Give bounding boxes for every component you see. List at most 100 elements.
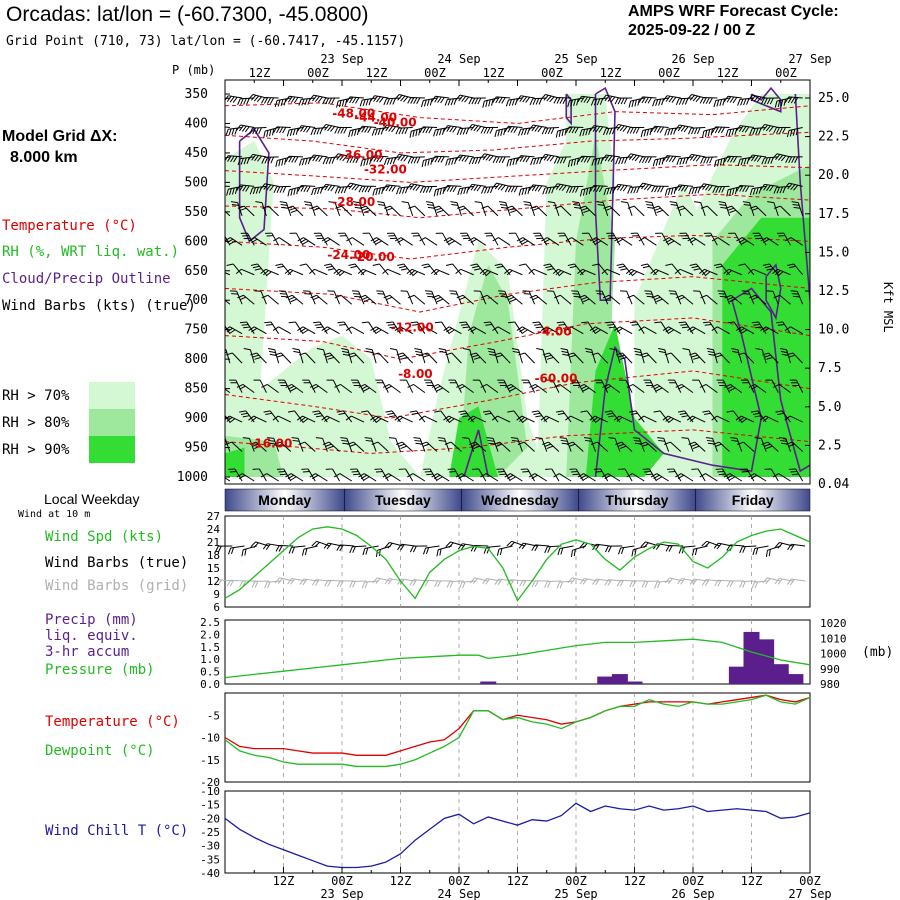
barb-flag [760,415,766,421]
barb-flag [497,379,504,381]
barb-flag [444,441,452,445]
barb-staff [558,268,572,276]
wind-barb [652,205,669,217]
barb-flag [333,268,340,275]
barb-staff [398,126,413,129]
wind-barb [748,154,767,163]
barb-flag [345,182,351,189]
wind-barb [321,183,340,192]
barb-flag [764,265,772,269]
barb-staff [559,383,572,394]
barb-flag [291,156,296,163]
barb-flag [619,125,625,132]
barb-flag [598,185,604,193]
barb-flag [261,383,268,388]
barb-flag [705,235,713,237]
barb-flag [677,125,683,132]
barb-flag [567,160,571,168]
barb-flag [680,323,688,326]
barb-flag [290,188,293,196]
barb-flag [431,96,436,103]
wind-barb [668,290,682,305]
barb-flag [640,130,644,138]
wind-barb [285,473,304,482]
barb-staff [523,441,535,452]
barb-staff [459,126,474,130]
wind-barb [583,437,596,452]
wind-barb [540,153,560,162]
barb-flag [653,385,660,390]
barb-flag [251,94,257,101]
barb-flag [397,263,404,266]
barb-staff [230,237,243,246]
barb-flag [241,125,247,132]
barb-flag [731,128,735,136]
barb-staff [398,153,413,158]
barb-flag [772,153,778,160]
barb-flag [646,203,654,206]
wind-barb [784,237,803,246]
barb-flag [612,187,616,194]
barb-flag [718,473,726,476]
wind-barb [248,237,267,246]
wind-barb [523,201,536,217]
barb-staff [468,438,475,452]
barb-flag [349,354,357,358]
barb-staff [273,438,280,452]
barb-flag [559,97,564,104]
barb-staff [386,124,401,128]
barb-flag [310,128,314,136]
barb-staff [713,349,718,364]
barb-staff [606,94,620,99]
barb-flag [436,188,440,196]
wind-barb [516,237,535,246]
wind-barb [248,326,267,335]
wind-barb [589,326,608,335]
wind-barb [602,473,621,482]
panel-tick-label: 1020 [820,617,847,630]
barb-flag [522,155,528,163]
barb-flag [581,232,589,234]
barb-flag [482,270,489,276]
barb-flag [668,96,674,103]
temperature-contour [225,429,810,454]
barb-flag [715,265,723,269]
barb-staff [252,153,267,158]
wind-barb [400,290,414,305]
panel-tick-label: -10 [200,732,220,745]
barb-staff [782,321,791,334]
wind-barb [675,294,694,305]
barb-flag [385,125,391,132]
barb-flag [582,129,586,136]
barb-flag [341,99,345,107]
barb-flag [762,352,769,356]
barb-flag [768,126,774,132]
barb-flag [462,437,469,439]
barb-flag [569,265,577,269]
barb-flag [787,183,793,190]
pressure-axis-title: P (mb) [172,63,215,77]
barb-flag [498,156,503,164]
wind-barb [519,263,535,276]
barb-staff [524,352,535,364]
barb-staff [351,415,365,423]
barb-staff [441,321,450,334]
barb-staff [717,237,730,246]
barb-flag [342,350,349,354]
cloud-outline [463,429,490,478]
barb-flag [424,290,432,292]
barb-flag [606,232,614,234]
precip-bar [626,681,643,684]
wind-barb [285,155,304,163]
wind-barb [675,184,694,192]
barb-flag [516,95,522,102]
wind-barb [346,156,364,164]
barb-staff [695,352,706,364]
barb-flag [436,476,443,481]
barb-flag [604,155,610,162]
barb-flag [481,205,489,209]
top-hour-label: 12Z [483,66,505,80]
barb-staff [493,349,499,364]
barb-staff [424,326,438,335]
